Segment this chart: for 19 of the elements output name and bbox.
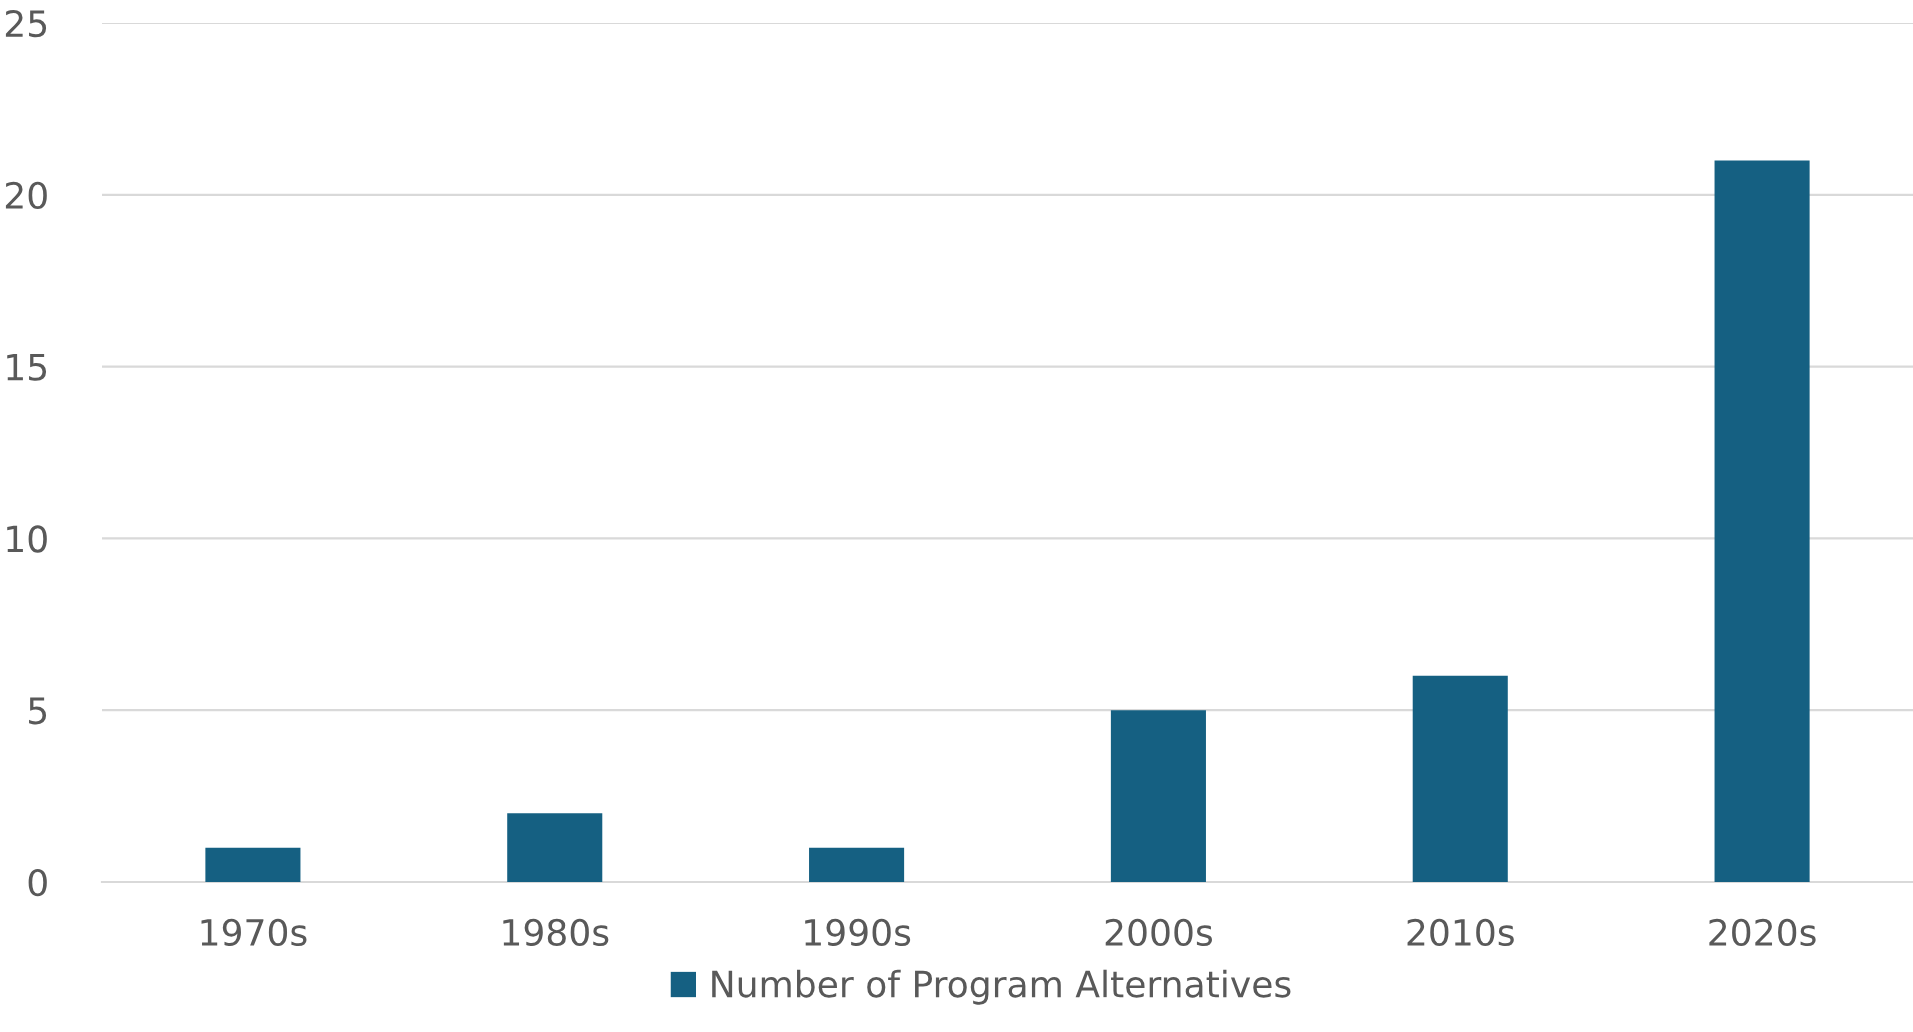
x-tick-label: 2020s bbox=[1709, 918, 1816, 947]
legend-label: Number of Program Alternatives bbox=[712, 969, 1291, 1005]
x-tick-label: 1990s bbox=[805, 918, 911, 947]
y-tick-label: 0 bbox=[28, 868, 47, 897]
x-tick-label: 1980s bbox=[503, 918, 609, 947]
y-tick-label: 5 bbox=[29, 697, 47, 725]
x-tick-label: 2000s bbox=[1105, 918, 1213, 947]
bar bbox=[1412, 675, 1508, 882]
y-tick-label: 15 bbox=[7, 353, 47, 381]
y-tick-label: 10 bbox=[7, 525, 47, 553]
x-tick-label: 1970s bbox=[201, 918, 307, 947]
bar bbox=[507, 813, 603, 882]
bar bbox=[205, 847, 301, 882]
y-tick-label: 20 bbox=[5, 181, 47, 210]
y-tick-label: 25 bbox=[5, 9, 47, 38]
bar bbox=[1110, 710, 1206, 882]
x-tick-label: 2010s bbox=[1407, 918, 1514, 947]
bar bbox=[809, 847, 905, 882]
bar bbox=[1714, 160, 1810, 882]
